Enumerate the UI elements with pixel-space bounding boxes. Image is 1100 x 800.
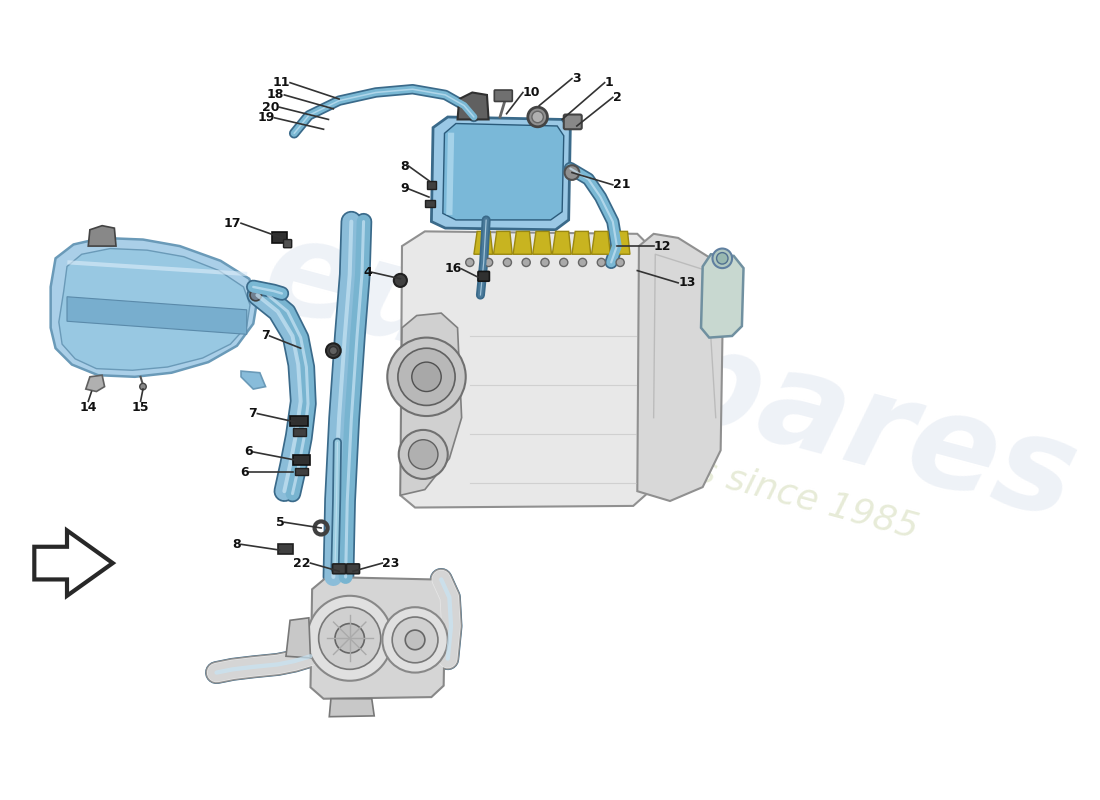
Text: 8: 8 xyxy=(232,538,241,551)
Text: 19: 19 xyxy=(257,111,275,124)
FancyBboxPatch shape xyxy=(293,428,306,436)
Polygon shape xyxy=(513,231,532,254)
Circle shape xyxy=(319,607,381,670)
Text: 18: 18 xyxy=(267,89,284,102)
Circle shape xyxy=(528,107,548,126)
Circle shape xyxy=(329,346,338,354)
Circle shape xyxy=(383,607,448,673)
Text: 22: 22 xyxy=(293,557,310,570)
Text: 7: 7 xyxy=(249,407,257,420)
Circle shape xyxy=(398,430,448,479)
FancyBboxPatch shape xyxy=(290,416,308,426)
Circle shape xyxy=(336,623,364,653)
Polygon shape xyxy=(86,375,104,391)
Circle shape xyxy=(411,362,441,391)
Circle shape xyxy=(716,253,728,264)
Text: 8: 8 xyxy=(400,159,408,173)
Text: 1: 1 xyxy=(605,76,614,89)
Circle shape xyxy=(560,258,568,266)
Circle shape xyxy=(564,165,580,180)
Polygon shape xyxy=(51,238,257,377)
Text: 12: 12 xyxy=(653,239,671,253)
Text: 15: 15 xyxy=(132,402,150,414)
Text: 17: 17 xyxy=(223,217,241,230)
Polygon shape xyxy=(310,577,446,698)
Polygon shape xyxy=(400,231,650,507)
Polygon shape xyxy=(67,297,246,334)
Text: 5: 5 xyxy=(276,516,284,529)
Polygon shape xyxy=(494,231,513,254)
Circle shape xyxy=(394,274,407,287)
FancyBboxPatch shape xyxy=(346,564,360,574)
Polygon shape xyxy=(592,231,611,254)
Circle shape xyxy=(484,258,493,266)
Polygon shape xyxy=(701,254,744,338)
Text: 23: 23 xyxy=(383,557,399,570)
FancyBboxPatch shape xyxy=(494,90,513,102)
Text: 3: 3 xyxy=(572,72,581,85)
Text: 4: 4 xyxy=(363,266,372,278)
Circle shape xyxy=(398,348,455,406)
Polygon shape xyxy=(58,249,250,370)
FancyBboxPatch shape xyxy=(427,181,437,189)
Circle shape xyxy=(713,249,733,268)
Circle shape xyxy=(405,630,425,650)
Circle shape xyxy=(307,596,393,681)
Text: 7: 7 xyxy=(261,330,270,342)
Polygon shape xyxy=(286,618,310,658)
FancyBboxPatch shape xyxy=(425,199,435,207)
Polygon shape xyxy=(458,93,488,119)
Circle shape xyxy=(522,258,530,266)
Circle shape xyxy=(250,290,262,301)
Text: 14: 14 xyxy=(79,402,97,414)
Circle shape xyxy=(532,111,543,122)
Polygon shape xyxy=(34,530,113,596)
Text: 13: 13 xyxy=(679,276,695,290)
Circle shape xyxy=(140,383,146,390)
FancyBboxPatch shape xyxy=(332,564,345,574)
Circle shape xyxy=(579,258,586,266)
Polygon shape xyxy=(443,123,564,220)
Polygon shape xyxy=(400,313,462,495)
Circle shape xyxy=(408,440,438,469)
Text: 2: 2 xyxy=(613,91,621,104)
FancyBboxPatch shape xyxy=(272,232,287,243)
Circle shape xyxy=(326,343,341,358)
Polygon shape xyxy=(474,231,493,254)
FancyBboxPatch shape xyxy=(284,239,292,248)
Polygon shape xyxy=(88,226,116,246)
FancyBboxPatch shape xyxy=(564,114,582,130)
Text: eurospares: eurospares xyxy=(251,207,1090,546)
Polygon shape xyxy=(431,117,570,230)
Text: 10: 10 xyxy=(522,86,540,99)
Circle shape xyxy=(393,617,438,662)
Text: 6: 6 xyxy=(244,446,253,458)
Text: 21: 21 xyxy=(613,178,630,191)
Polygon shape xyxy=(572,231,591,254)
Circle shape xyxy=(387,338,465,416)
Polygon shape xyxy=(612,231,630,254)
Polygon shape xyxy=(241,371,265,389)
Text: 11: 11 xyxy=(273,76,290,89)
FancyBboxPatch shape xyxy=(293,455,310,465)
Circle shape xyxy=(465,258,474,266)
FancyBboxPatch shape xyxy=(278,544,293,554)
Circle shape xyxy=(616,258,624,266)
Text: 16: 16 xyxy=(444,262,462,275)
Text: 20: 20 xyxy=(262,101,279,114)
Polygon shape xyxy=(532,231,551,254)
Polygon shape xyxy=(329,698,374,717)
FancyBboxPatch shape xyxy=(478,271,490,282)
Circle shape xyxy=(597,258,605,266)
Circle shape xyxy=(541,258,549,266)
Polygon shape xyxy=(552,231,571,254)
Text: 9: 9 xyxy=(400,182,408,195)
Text: a passion for parts since 1985: a passion for parts since 1985 xyxy=(386,371,922,546)
Text: 6: 6 xyxy=(241,466,250,479)
Circle shape xyxy=(504,258,512,266)
Polygon shape xyxy=(637,234,723,501)
FancyBboxPatch shape xyxy=(295,467,308,475)
